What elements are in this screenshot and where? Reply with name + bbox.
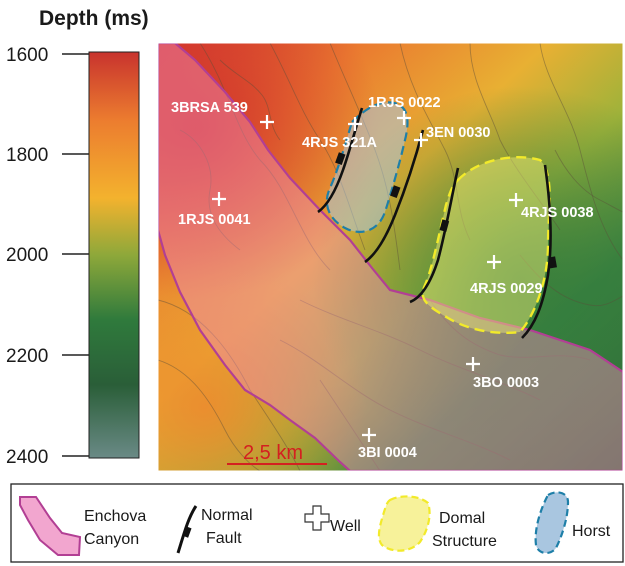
tick-label: 2000 (6, 245, 48, 266)
legend-label: Structure (432, 533, 497, 550)
tick-label: 1600 (6, 45, 48, 66)
tick-label: 1800 (6, 145, 48, 166)
colorbar: Depth (ms) 1600 1800 2000 2200 2400 (6, 7, 149, 468)
well-label: 4RJS 0029 (470, 281, 543, 297)
scale-bar: 2,5 km (227, 442, 327, 465)
well-marker (362, 428, 376, 442)
horst-swatch-icon (534, 491, 570, 555)
tick-label: 2400 (6, 447, 48, 468)
horst (325, 101, 409, 233)
enchova-canyon (158, 43, 623, 471)
well-marker (348, 117, 362, 131)
legend-label: Canyon (84, 531, 139, 548)
well-marker (509, 193, 523, 207)
well-label: 1RJS 0022 (368, 95, 441, 111)
tick-label: 2200 (6, 346, 48, 367)
well-marker (260, 115, 274, 129)
canyon-swatch-icon (19, 496, 82, 556)
well-cross-icon (304, 505, 330, 531)
colorbar-ticks: 1600 1800 2000 2200 2400 (6, 45, 89, 468)
legend-label: Fault (206, 530, 242, 547)
well-label: 3BI 0004 (358, 445, 417, 461)
well-label: 3BO 0003 (473, 375, 539, 391)
well-marker (466, 357, 480, 371)
well-label: 1RJS 0041 (178, 212, 251, 228)
well-label: 4RJS 0038 (521, 205, 594, 221)
well-marker (487, 255, 501, 269)
colorbar-title: Depth (ms) (39, 7, 149, 30)
well-marker (414, 133, 428, 147)
legend-label: Normal (201, 507, 253, 524)
well-label: 3BRSA 539 (171, 100, 248, 116)
well-label: 4RJS 321A (302, 135, 377, 151)
well-marker (397, 111, 411, 125)
scale-bar-label: 2,5 km (243, 442, 303, 464)
legend: Enchova Canyon Normal Fault Well Domal S… (10, 483, 624, 563)
fault-line (364, 129, 425, 264)
depth-map (158, 43, 623, 471)
normal-fault-icon (176, 505, 198, 554)
map-frame (157, 42, 624, 472)
fault-line (317, 107, 364, 214)
colorbar-scale (88, 51, 140, 459)
legend-label: Horst (572, 523, 611, 540)
normal-faults (317, 107, 557, 339)
well-marker (212, 192, 226, 206)
fault-line (409, 167, 460, 304)
wells: 3BRSA 539 1RJS 0022 4RJS 321A 3EN 0030 1… (171, 95, 594, 461)
legend-label: Enchova (84, 508, 146, 525)
fault-line (521, 164, 552, 339)
domal-swatch-icon (377, 495, 431, 552)
legend-label: Domal (439, 510, 485, 527)
contour-lines (158, 43, 623, 471)
legend-label: Well (330, 518, 361, 535)
well-label: 3EN 0030 (426, 125, 491, 141)
